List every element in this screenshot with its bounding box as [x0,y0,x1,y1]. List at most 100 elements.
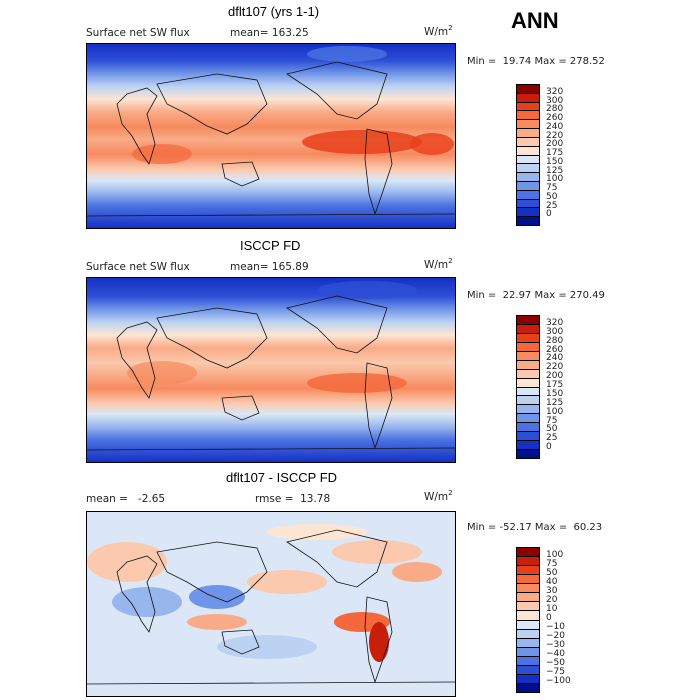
panel-2-map [86,277,456,463]
colorbar-swatch [517,93,539,103]
panel-2-coastlines [87,295,455,451]
colorbar-swatch [517,369,539,379]
colorbar-swatch [517,441,539,451]
colorbar-swatch [517,432,539,442]
panel-1-colorbar [516,84,540,226]
colorbar-tick-label: 125 [546,165,564,176]
panel-3-coastlines [87,529,455,685]
panel-3-map [86,511,456,697]
colorbar-swatch [517,217,539,225]
colorbar-tick-label: −40 [546,649,565,659]
colorbar-swatch [517,629,539,639]
colorbar-swatch [517,602,539,612]
colorbar-swatch [517,450,539,458]
colorbar-tick-label: 300 [546,326,564,337]
panel-3-title: dflt107 - ISCCP FD [226,470,338,485]
panel-2-indian-max [127,361,197,385]
panel-3-rmse-label: rmse = 13.78 [255,493,331,505]
colorbar-tick-label: 260 [546,113,564,123]
colorbar-swatch [517,387,539,397]
colorbar-swatch [517,378,539,388]
panel-3-patch-c [247,570,327,594]
panel-1-title: dflt107 (yrs 1-1) [228,4,320,19]
colorbar-swatch [517,129,539,138]
colorbar-tick-label: −20 [546,631,565,641]
panel-1-indian-max [132,144,192,164]
colorbar-swatch [517,414,539,424]
colorbar-swatch [517,146,539,156]
panel-2-arctic-low [317,281,417,299]
panel-1-map [86,43,456,229]
colorbar-swatch [517,102,539,112]
colorbar-tick-label: 75 [546,415,558,426]
colorbar-tick-label: 320 [546,86,564,97]
panel-1-arctic-low [307,46,387,62]
colorbar-swatch [517,324,539,334]
panel-2-mean-label: mean= 165.89 [230,261,309,273]
panel-2-variable-label: Surface net SW flux [86,261,190,273]
colorbar-tick-label: −100 [546,676,571,686]
colorbar-tick-label: 100 [546,406,564,417]
panel-3-units: W/m2 [424,489,453,503]
colorbar-tick-label: 150 [546,156,564,167]
colorbar-tick-label: 20 [546,595,558,605]
panel-3-patch-k [267,524,367,540]
colorbar-tick-label: 50 [546,191,558,202]
colorbar-swatch [517,342,539,352]
panel-3-patch-j [217,635,317,659]
colorbar-swatch [517,638,539,648]
panel-3-patch-b [187,614,247,630]
colorbar-swatch [517,351,539,361]
colorbar-tick-label: 125 [546,397,564,408]
panel-3-minmax: Min = -52.17 Max = 60.23 [467,522,603,533]
colorbar-tick-label: 100 [546,174,564,185]
colorbar-tick-label: 25 [546,200,558,211]
colorbar-swatch [517,557,539,567]
colorbar-swatch [517,611,539,621]
colorbar-tick-label: 300 [546,95,564,106]
colorbar-swatch [517,137,539,147]
colorbar-swatch [517,173,539,182]
panel-2-minmax: Min = 22.97 Max = 270.49 [467,290,605,301]
colorbar-swatch [517,593,539,603]
colorbar-swatch [517,674,539,684]
colorbar-swatch [517,120,539,130]
panel-1-atlantic-max [410,133,454,155]
colorbar-swatch [517,405,539,415]
colorbar-swatch [517,208,539,218]
colorbar-swatch [517,181,539,191]
colorbar-swatch [517,316,539,325]
colorbar-tick-label: −50 [546,658,565,668]
season-label: ANN [511,8,559,33]
colorbar-tick-label: 200 [546,139,564,150]
colorbar-swatch [517,620,539,630]
colorbar-tick-label: 240 [546,353,564,364]
colorbar-tick-label: 150 [546,388,564,399]
colorbar-swatch [517,575,539,585]
colorbar-tick-label: 0 [546,613,552,623]
colorbar-tick-label: 10 [546,604,558,614]
colorbar-swatch [517,199,539,209]
colorbar-tick-label: 220 [546,130,564,141]
panel-2-title: ISCCP FD [240,238,301,253]
colorbar-tick-label: 75 [546,183,558,193]
colorbar-tick-label: 320 [546,317,564,328]
colorbar-swatch [517,584,539,594]
colorbar-tick-label: 0 [546,442,552,453]
colorbar-swatch [517,665,539,675]
colorbar-tick-label: 100 [546,550,564,560]
colorbar-tick-label: −30 [546,640,565,650]
colorbar-swatch [517,683,539,692]
panel-3-patch-i [189,585,245,609]
panel-1-mean-label: mean= 163.25 [230,27,309,39]
colorbar-tick-label: 40 [546,577,558,587]
colorbar-swatch [517,396,539,406]
panel-3-patch-h [112,587,182,617]
panel-1-pacific-max [302,130,422,154]
colorbar-swatch [517,423,539,433]
colorbar-tick-label: 30 [546,586,558,596]
panel-3-colorbar [516,547,540,693]
colorbar-tick-label: −10 [546,622,565,632]
colorbar-tick-label: 175 [546,148,564,158]
colorbar-swatch [517,566,539,576]
